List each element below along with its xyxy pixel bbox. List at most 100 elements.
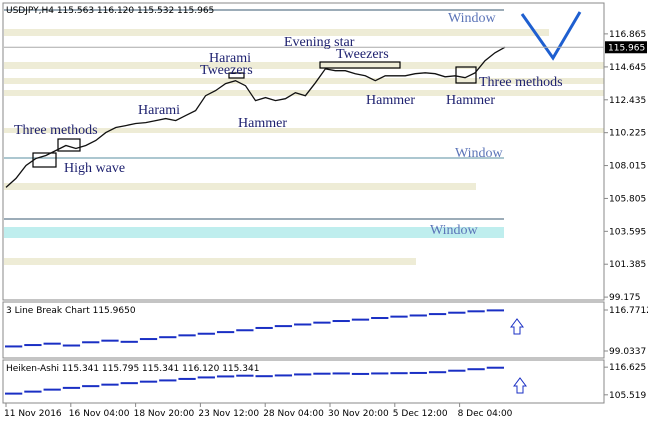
heiken-panel bbox=[2, 359, 605, 404]
bar bbox=[178, 377, 196, 380]
zone bbox=[4, 183, 476, 190]
bar bbox=[255, 326, 273, 329]
bar bbox=[467, 368, 485, 371]
bar bbox=[62, 386, 81, 389]
bar bbox=[390, 372, 408, 375]
x-tick-label: 16 Nov 04:00 bbox=[69, 409, 130, 419]
bar bbox=[390, 315, 408, 318]
annotation: Harami bbox=[209, 51, 251, 66]
x-tick-label: 11 Nov 2016 bbox=[4, 409, 62, 419]
annotation: Window bbox=[455, 146, 504, 161]
main-panel bbox=[2, 2, 605, 301]
bar bbox=[332, 320, 350, 323]
zone bbox=[4, 128, 604, 133]
y-tick-label: 110.225 bbox=[609, 129, 646, 139]
bar bbox=[313, 321, 331, 324]
bar bbox=[255, 375, 273, 378]
bar bbox=[351, 372, 370, 375]
bar bbox=[216, 375, 235, 378]
bar bbox=[197, 332, 215, 335]
bar bbox=[139, 380, 158, 383]
price-line bbox=[5, 46, 506, 188]
bar bbox=[274, 374, 293, 377]
y-tick-label: 105.805 bbox=[609, 194, 646, 204]
y-tick-label: 108.015 bbox=[609, 162, 646, 172]
bar bbox=[409, 371, 427, 374]
bar bbox=[448, 311, 466, 314]
bar bbox=[5, 392, 23, 395]
box bbox=[57, 138, 81, 152]
annotation: High wave bbox=[64, 161, 125, 176]
bar bbox=[178, 334, 196, 337]
bar bbox=[313, 372, 331, 375]
bar bbox=[371, 317, 389, 320]
y-tick-label: 116.625 bbox=[609, 363, 646, 373]
line-break-panel bbox=[2, 301, 605, 359]
bar bbox=[43, 388, 61, 391]
y-tick-label: 99.175 bbox=[609, 293, 641, 303]
zone bbox=[4, 29, 549, 36]
bar bbox=[120, 382, 138, 385]
zones bbox=[4, 9, 604, 265]
x-tick-label: 28 Nov 04:00 bbox=[263, 409, 324, 419]
annotation: Evening star bbox=[284, 35, 355, 50]
bar bbox=[82, 341, 100, 344]
bar bbox=[294, 373, 312, 376]
bar bbox=[467, 310, 485, 313]
zone bbox=[4, 62, 604, 69]
bar bbox=[486, 309, 504, 312]
bar bbox=[216, 331, 235, 334]
zone bbox=[4, 258, 416, 265]
current-price-label: 115.965 bbox=[608, 43, 645, 53]
y-tick-label: 99.0337 bbox=[609, 347, 646, 357]
bar bbox=[351, 318, 370, 321]
x-tick-label: 8 Dec 04:00 bbox=[458, 409, 513, 419]
bar bbox=[448, 369, 466, 372]
annotation: Window bbox=[430, 223, 479, 238]
annotation: Hammer bbox=[238, 116, 287, 131]
bar bbox=[159, 336, 177, 339]
box bbox=[228, 72, 245, 79]
arrow bbox=[513, 377, 527, 394]
y-tick-label: 105.519 bbox=[609, 391, 646, 401]
annotation: Tweezers bbox=[336, 47, 389, 62]
annotation: Three methods bbox=[14, 123, 98, 138]
box bbox=[319, 61, 401, 69]
bar bbox=[101, 339, 119, 342]
annotation: Hammer bbox=[366, 93, 415, 108]
bar bbox=[82, 385, 100, 388]
window-zone bbox=[4, 227, 504, 238]
annotation: Harami bbox=[138, 103, 180, 118]
current-price-box bbox=[605, 41, 647, 54]
bar bbox=[139, 338, 158, 341]
bar bbox=[409, 314, 427, 317]
bar bbox=[428, 371, 447, 374]
y-tick-label: 103.595 bbox=[609, 227, 646, 237]
bar bbox=[428, 313, 447, 316]
bar bbox=[43, 342, 61, 345]
bar bbox=[236, 374, 254, 377]
bar bbox=[5, 345, 23, 348]
bar bbox=[197, 376, 215, 379]
y-tick-label: 116.865 bbox=[609, 30, 646, 40]
bar bbox=[294, 323, 312, 326]
arrow bbox=[510, 318, 524, 335]
y-tick-label: 112.435 bbox=[609, 96, 646, 106]
bar bbox=[101, 383, 119, 386]
annotation: Tweezers bbox=[200, 63, 253, 78]
bar bbox=[274, 325, 293, 328]
x-tick-label: 18 Nov 20:00 bbox=[134, 409, 195, 419]
annotation: Window bbox=[448, 11, 497, 26]
bar bbox=[332, 372, 350, 375]
box bbox=[455, 66, 477, 84]
y-tick-label: 114.645 bbox=[609, 63, 646, 73]
bar bbox=[236, 329, 254, 332]
bar bbox=[159, 379, 177, 382]
bar bbox=[486, 366, 504, 369]
panel-title: 3 Line Break Chart 115.9650 bbox=[6, 306, 136, 316]
bar bbox=[371, 372, 389, 375]
check-mark bbox=[520, 11, 582, 61]
annotation: Three methods bbox=[479, 75, 563, 90]
annotation: Hammer bbox=[446, 93, 495, 108]
